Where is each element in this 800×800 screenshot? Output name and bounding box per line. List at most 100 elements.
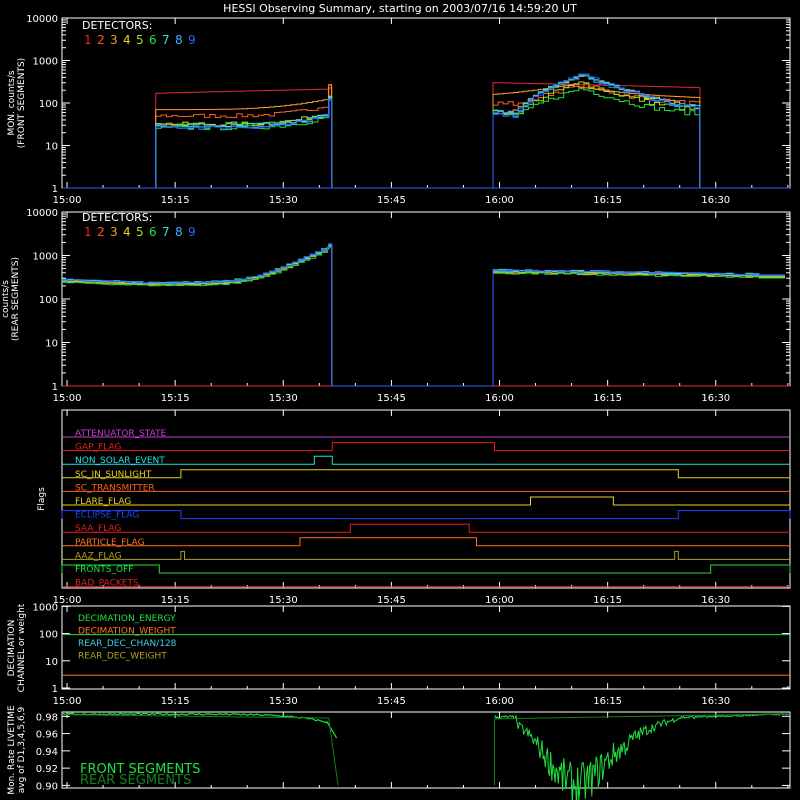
y-tick-label: 0.98 xyxy=(36,712,58,723)
detector-3-rear-line xyxy=(62,245,785,387)
detector-8-front-line xyxy=(62,73,790,189)
y-tick-label: 10000 xyxy=(26,14,58,25)
y-tick-label: 0.90 xyxy=(36,781,58,792)
y-tick-label: 100 xyxy=(39,295,58,306)
panel-decimation-frame xyxy=(61,605,791,690)
y-tick-label: 10000 xyxy=(26,208,58,219)
livetime-legend-1: REAR SEGMENTS xyxy=(80,773,191,788)
y-tick-label: 1000 xyxy=(33,602,58,613)
flag-label-fronts-off: FRONTS_OFF xyxy=(75,565,133,575)
y-tick-label: 0.92 xyxy=(36,764,58,775)
x-tick-label: 15:15 xyxy=(161,595,190,606)
decimation-legend-1: DECIMATION_WEIGHT xyxy=(78,627,176,637)
y-tick-label: 0.96 xyxy=(36,730,58,741)
detector-label-7: 7 xyxy=(162,33,170,47)
x-tick-label: 15:00 xyxy=(53,195,82,206)
detector-label-7: 7 xyxy=(162,225,170,239)
panel-flags-frame xyxy=(61,409,791,589)
livetime-rear-line-2 xyxy=(493,713,791,786)
x-tick-label: 15:00 xyxy=(53,696,82,707)
x-tick-label: 16:15 xyxy=(593,595,622,606)
x-tick-label: 16:30 xyxy=(701,696,730,707)
p3-ylabel: Flags xyxy=(37,487,47,511)
flag-line-flare-flag xyxy=(62,496,790,506)
flag-label-flare-flag: FLARE_FLAG xyxy=(75,497,131,507)
y-tick-label: 1 xyxy=(52,184,58,195)
p4-ylabel-1: DECIMATION xyxy=(7,620,17,677)
detector-8-rear-line xyxy=(62,244,785,387)
panel-flags: 15:00 15:15 15:30 15:45 16:00 16:15 16:30 ATTEN… xyxy=(53,410,791,606)
x-tick-label: 16:15 xyxy=(593,696,622,707)
flag-line-eclipse-flag xyxy=(61,510,791,520)
detector-1-rear-line xyxy=(62,245,785,387)
x-tick-label: 16:15 xyxy=(593,195,622,206)
p4-ylabel-2: CHANNEL or weight xyxy=(17,603,27,692)
detector-label-5: 5 xyxy=(136,225,144,239)
panel-decimation: 15:00 15:15 15:30 15:45 16:00 16:15 16:30 1 10 10… xyxy=(33,602,790,707)
decimation-legend-3: REAR_DEC_WEIGHT xyxy=(78,652,167,662)
x-tick-label: 16:15 xyxy=(593,393,622,404)
detector-label-4: 4 xyxy=(123,33,131,47)
p1-ylabel-2: (FRONT SEGMENTS) xyxy=(17,58,27,148)
detector-6-rear-line xyxy=(62,246,785,387)
x-tick-label: 16:00 xyxy=(485,393,514,404)
y-tick-label: 1 xyxy=(52,382,58,393)
detector-label-5: 5 xyxy=(136,33,144,47)
y-tick-label: 100 xyxy=(39,630,58,641)
flag-label-sc-transmitter: SC_TRANSMITTER xyxy=(75,483,155,493)
flag-line-gap-flag xyxy=(62,442,790,452)
livetime-rear-line-1 xyxy=(61,714,339,786)
x-tick-label: 15:45 xyxy=(377,393,406,404)
flag-line-fronts-off xyxy=(61,564,791,574)
y-tick-label: 10 xyxy=(45,657,58,668)
livetime-front-line-2 xyxy=(494,712,790,800)
flag-label-saa-flag: SAA_FLAG xyxy=(75,524,121,534)
flag-label-gap-flag: GAP_FLAG xyxy=(75,443,121,453)
y-tick-label: 10 xyxy=(45,142,58,153)
x-tick-label: 15:15 xyxy=(161,393,190,404)
flag-label-aaz-flag: AAZ_FLAG xyxy=(75,551,122,561)
detector-label-3: 3 xyxy=(110,225,118,239)
flag-label-sc-in-sunlight: SC_IN_SUNLIGHT xyxy=(75,470,152,480)
flag-label-non-solar-event: NON_SOLAR_EVENT xyxy=(75,456,165,466)
detector-2-front-line xyxy=(62,83,790,189)
y-tick-label: 0.94 xyxy=(36,747,58,758)
decimation-legend-0: DECIMATION_ENERGY xyxy=(78,614,176,624)
x-tick-label: 15:00 xyxy=(53,393,82,404)
detector-5-rear-line xyxy=(62,245,785,387)
panel-livetime-frame xyxy=(61,711,791,789)
decimation-legend-2: REAR_DEC_CHAN/128 xyxy=(78,639,177,649)
detector-2-rear-line xyxy=(62,244,785,387)
chart-title: HESSI Observing Summary, starting on 200… xyxy=(223,2,577,15)
detector-label-8: 8 xyxy=(175,225,183,239)
x-tick-label: 16:00 xyxy=(485,696,514,707)
detector-1-front-line xyxy=(62,82,790,189)
x-tick-label: 15:15 xyxy=(161,696,190,707)
livetime-legend-0: FRONT SEGMENTS xyxy=(80,762,200,777)
flag-line-sc-in-sunlight xyxy=(62,469,790,479)
p2-ylabel-2: (REAR SEGMENTS) xyxy=(11,257,21,341)
flag-line-non-solar-event xyxy=(62,455,790,465)
detector-label-2: 2 xyxy=(97,33,105,47)
detector-label-4: 4 xyxy=(123,225,131,239)
y-tick-label: 1 xyxy=(52,684,58,695)
x-tick-label: 15:15 xyxy=(161,195,190,206)
p2-legend-title: DETECTORS: xyxy=(82,211,152,224)
y-tick-label: 10 xyxy=(45,339,58,350)
detector-7-front-line xyxy=(62,73,790,189)
panel-front-frame xyxy=(61,17,791,189)
p1-ylabel-1: MON. counts/s xyxy=(7,70,17,135)
x-tick-label: 15:45 xyxy=(377,195,406,206)
p2-ylabel-1: counts/s xyxy=(1,280,11,318)
y-tick-label: 1000 xyxy=(33,57,58,68)
p5-ylabel-2: avg of D1,3,4,5,6,9 xyxy=(17,706,27,793)
detector-label-2: 2 xyxy=(97,225,105,239)
flag-line-particle-flag xyxy=(62,537,790,547)
detector-label-1: 1 xyxy=(84,225,92,239)
detector-label-9: 9 xyxy=(188,225,196,239)
